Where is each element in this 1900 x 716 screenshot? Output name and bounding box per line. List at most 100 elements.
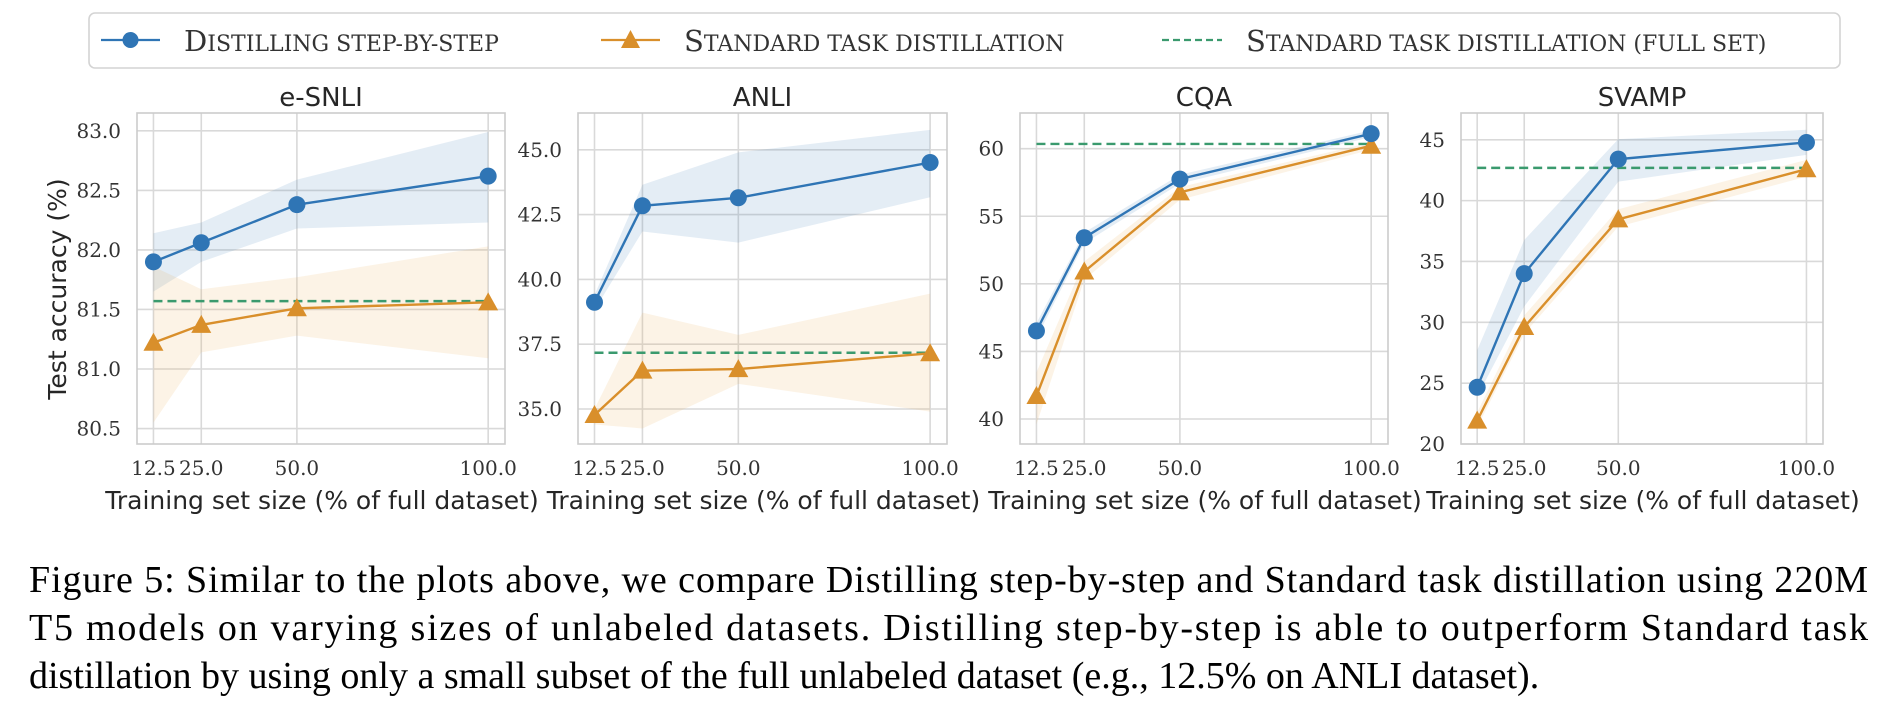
legend-label-full-set-initial: S [1246,24,1266,58]
gridlines [1020,113,1388,444]
gridlines [578,113,947,444]
data-point-distill [1515,265,1533,283]
y-tick-label: 82.5 [76,178,121,202]
panel-title: SVAMP [1598,83,1687,113]
x-tick-label: 12.5 [572,456,617,480]
panel-esnli: e-SNLI 80.5 81.0 81.5 82.0 82.5 83.0 12.5 25.0 50… [76,83,538,515]
data-point-distill [479,167,497,185]
data-point-distill [1027,322,1045,340]
legend-label-distill: DISTILLING STEP-BY-STEP [184,24,499,58]
data-point-distill [1171,170,1189,188]
legend-frame [88,12,1841,69]
y-tick-label: 45.0 [517,138,562,162]
confidence-band-distill [1477,129,1807,397]
data-point-standard [584,404,605,423]
x-tick-label: 12.5 [1455,456,1500,480]
legend-item-full-set: STANDARD TASK DISTILLATION (FULL SET) [1162,24,1766,58]
legend-label-full-set: STANDARD TASK DISTILLATION (FULL SET) [1246,24,1766,58]
y-tick-label: 30 [1420,310,1445,334]
x-tick-label: 50.0 [275,456,320,480]
data-point-distill [144,253,162,271]
series-line-distill [1476,141,1807,388]
data-point-standard [478,292,499,311]
data-point-standard [1514,317,1535,336]
y-axis-label: Test accuracy (%) [43,178,72,400]
x-tick-label: 50.0 [1596,456,1641,480]
legend-label-distill-rest: ISTILLING STEP-BY-STEP [207,32,499,57]
legend-item-distill: DISTILLING STEP-BY-STEP [101,24,499,58]
data-point-standard [1361,135,1382,154]
y-tick-label: 50 [979,272,1004,296]
confidence-band-standard [594,293,931,429]
legend-circle-marker-icon [122,32,139,48]
y-tick-label: 45 [1420,128,1445,152]
data-point-standard [1169,182,1190,201]
y-tick-label: 40 [1420,189,1445,213]
data-point-standard [143,332,164,351]
panel-title: e-SNLI [279,83,362,113]
series-line-distill [593,161,931,303]
data-point-distill [192,234,210,252]
x-tick-label: 100.0 [1778,456,1835,480]
y-tick-label: 35.0 [517,397,562,421]
y-tick-label: 81.0 [76,357,121,381]
y-tick-label: 82.0 [76,238,121,262]
confidence-band-standard [153,246,489,423]
y-tick-label: 35 [1420,249,1445,273]
axes-frame [577,112,948,445]
data-point-standard [1074,261,1095,280]
y-tick-label: 20 [1420,432,1445,456]
data-point-standard [1467,410,1488,429]
figure-caption: Figure 5: Similar to the plots above, we… [29,559,1868,697]
data-point-distill [288,196,306,214]
data-point-standard [920,343,941,362]
caption-line-3: distillation by using only a small subse… [29,655,1539,697]
data-point-distill [921,154,939,172]
series-line-distill [153,174,489,263]
data-point-distill [1362,125,1380,143]
x-tick-label: 12.5 [1014,456,1059,480]
panel-cqa: CQA 40 45 50 55 60 12.5 25.0 50.0 100.0 Training s… [979,83,1422,515]
legend-label-full-set-rest: TANDARD TASK DISTILLATION (FULL SET) [1266,32,1767,57]
x-axis-label: Training set size (% of full dataset) [546,486,980,515]
panel-title: CQA [1176,83,1233,113]
x-tick-label: 25.0 [179,456,224,480]
caption-line-1: Figure 5: Similar to the plots above, we… [29,559,1868,601]
y-tick-label: 40.0 [517,267,562,291]
series-line-standard [153,301,489,344]
panel-svamp: SVAMP 20 25 30 35 40 45 12.5 25.0 50.0 100.0 Traini… [1420,83,1860,515]
confidence-band-distill [1036,130,1372,339]
series-line-standard [1035,144,1372,397]
y-tick-label: 80.5 [76,417,121,441]
data-point-distill [633,197,651,215]
x-axis-label: Training set size (% of full dataset) [987,486,1421,515]
x-tick-label: 50.0 [1158,456,1203,480]
y-tick-label: 55 [979,204,1004,228]
caption-line-2: T5 models on varying sizes of unlabeled … [29,607,1868,649]
axes-frame [1460,112,1824,445]
confidence-band-distill [594,129,931,310]
data-point-standard [286,298,307,317]
data-point-distill [585,293,603,311]
panel-anli: ANLI 35.0 37.5 40.0 42.5 45.0 12.5 25.0 50.0 100.… [517,83,980,515]
series-line-standard [593,352,931,416]
x-tick-label: 100.0 [460,456,517,480]
y-tick-label: 83.0 [76,119,121,143]
legend-label-distill-initial: D [184,24,207,58]
series-line-standard [1476,168,1807,422]
data-point-standard [632,360,653,379]
y-tick-label: 60 [979,137,1004,161]
data-point-standard [191,314,212,333]
confidence-band-distill [153,132,489,292]
data-point-standard [728,359,749,378]
legend-label-standard: STANDARD TASK DISTILLATION [684,24,1064,58]
x-axis-label: Training set size (% of full dataset) [104,486,538,515]
x-tick-label: 25.0 [620,456,665,480]
x-tick-label: 50.0 [716,456,761,480]
y-tick-label: 81.5 [76,297,121,321]
data-point-standard [1608,209,1629,228]
x-tick-label: 25.0 [1502,456,1547,480]
y-tick-label: 40 [979,407,1004,431]
data-point-distill [1075,229,1093,247]
